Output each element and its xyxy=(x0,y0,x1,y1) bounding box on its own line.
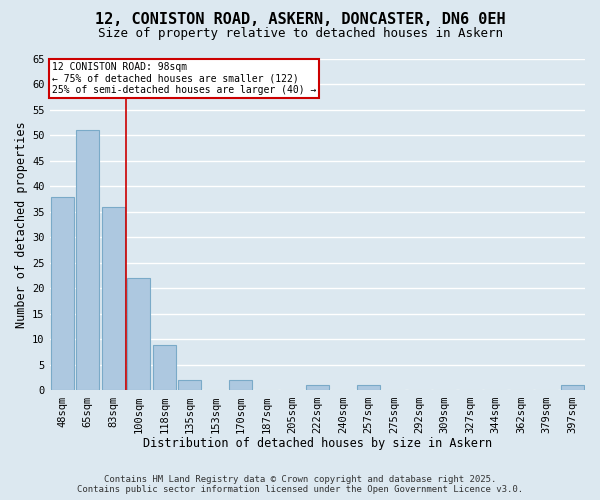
Text: Contains HM Land Registry data © Crown copyright and database right 2025.
Contai: Contains HM Land Registry data © Crown c… xyxy=(77,474,523,494)
Bar xyxy=(229,380,252,390)
Bar xyxy=(561,386,584,390)
Y-axis label: Number of detached properties: Number of detached properties xyxy=(15,122,28,328)
X-axis label: Distribution of detached houses by size in Askern: Distribution of detached houses by size … xyxy=(143,437,492,450)
Bar xyxy=(127,278,150,390)
Bar xyxy=(51,196,74,390)
Bar xyxy=(306,386,329,390)
Text: 12 CONISTON ROAD: 98sqm
← 75% of detached houses are smaller (122)
25% of semi-d: 12 CONISTON ROAD: 98sqm ← 75% of detache… xyxy=(52,62,316,94)
Bar xyxy=(76,130,99,390)
Bar xyxy=(357,386,380,390)
Bar xyxy=(102,207,125,390)
Text: Size of property relative to detached houses in Askern: Size of property relative to detached ho… xyxy=(97,28,503,40)
Bar xyxy=(178,380,201,390)
Text: 12, CONISTON ROAD, ASKERN, DONCASTER, DN6 0EH: 12, CONISTON ROAD, ASKERN, DONCASTER, DN… xyxy=(95,12,505,28)
Bar xyxy=(153,344,176,391)
